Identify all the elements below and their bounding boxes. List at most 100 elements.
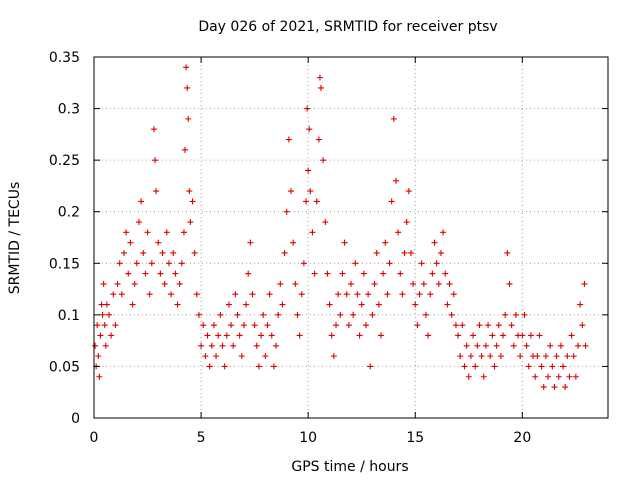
data-point [517,353,524,360]
data-point [316,74,323,81]
data-point [568,332,575,339]
data-point [440,229,447,236]
data-point [170,249,177,256]
data-point [230,342,237,349]
data-point [572,373,579,380]
data-point [313,198,320,205]
data-point [133,260,140,267]
data-point [386,260,393,267]
data-point [189,198,196,205]
data-point [279,301,286,308]
data-point [564,353,571,360]
y-tick-label: 0.15 [49,256,80,272]
x-axis-label: GPS time / hours [291,459,408,475]
data-point [208,342,215,349]
y-tick-label: 0.35 [49,50,80,66]
data-point [258,332,265,339]
data-point [570,353,577,360]
data-point [384,291,391,298]
data-point [555,373,562,380]
data-point [245,270,252,277]
data-point [427,291,434,298]
data-point [155,239,162,246]
data-point [577,301,584,308]
x-tick-label: 10 [299,430,317,446]
data-point [273,342,280,349]
data-point [288,188,295,195]
y-tick-label: 0.3 [58,102,80,118]
y-axis-ticks: 0 0.05 0.1 0.15 0.2 0.25 0.3 0.35 [49,50,608,427]
data-point [223,332,230,339]
data-point [491,363,498,370]
data-point [275,311,282,318]
data-point [549,363,556,370]
data-point [285,136,292,143]
data-point [202,353,209,360]
data-point [304,105,311,112]
data-point [99,311,106,318]
data-point [337,311,344,318]
data-point [333,322,340,329]
data-point [178,260,185,267]
data-point [150,126,157,133]
data-point [538,363,545,370]
data-point [380,270,387,277]
data-point [395,229,402,236]
data-point [174,301,181,308]
data-point [311,270,318,277]
data-point [425,332,432,339]
data-point [375,301,382,308]
data-point [448,311,455,318]
data-point [148,260,155,267]
data-point [512,311,519,318]
data-point [367,363,374,370]
data-point [281,249,288,256]
data-point [217,311,224,318]
data-point [365,291,372,298]
data-point [487,353,494,360]
data-point [320,157,327,164]
data-point [405,188,412,195]
data-point [474,342,481,349]
data-point [362,322,369,329]
data-point [335,291,342,298]
data-point [234,311,241,318]
data-point [159,249,166,256]
data-point [399,291,406,298]
x-tick-label: 0 [90,430,99,446]
data-point [401,249,408,256]
data-point [388,198,395,205]
data-point [553,353,560,360]
data-point [455,332,462,339]
data-point [213,353,220,360]
data-point [480,373,487,380]
data-point [350,311,357,318]
data-point [270,363,277,370]
data-point [165,260,172,267]
data-point [446,280,453,287]
data-point [403,219,410,226]
data-point [369,311,376,318]
data-point [324,270,331,277]
data-point [306,126,313,133]
data-point [294,311,301,318]
y-axis-label: SRMTID / TECUs [7,182,23,295]
data-point [114,280,121,287]
data-point [407,249,414,256]
data-point [354,291,361,298]
data-point [521,311,528,318]
data-point [536,332,543,339]
data-point [476,322,483,329]
data-point [262,353,269,360]
data-point [94,322,101,329]
data-point [195,311,202,318]
data-point [118,291,125,298]
data-point [414,322,421,329]
data-point [508,322,515,329]
data-point [103,301,110,308]
data-point [495,322,502,329]
data-point [206,363,213,370]
data-point [352,260,359,267]
data-point [472,363,479,370]
data-point [102,342,109,349]
